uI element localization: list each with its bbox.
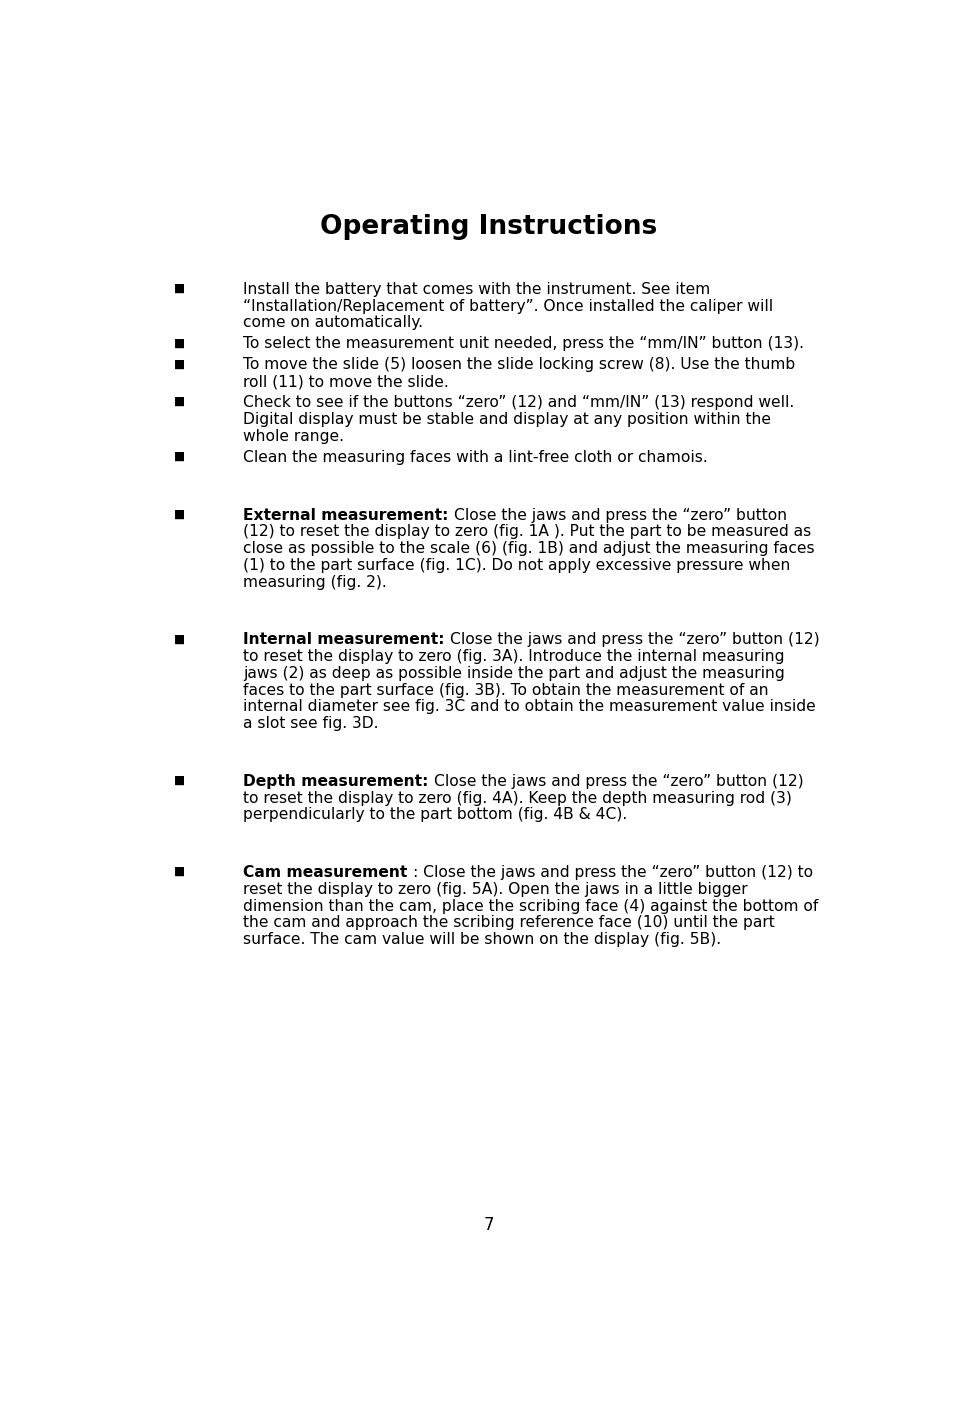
Text: Cam measurement: Cam measurement (243, 866, 408, 880)
Text: internal diameter see fig. 3C and to obtain the measurement value inside: internal diameter see fig. 3C and to obt… (243, 699, 816, 714)
Text: Close the jaws and press the “zero” button (12): Close the jaws and press the “zero” butt… (450, 633, 819, 647)
Text: ■: ■ (174, 396, 185, 408)
Text: come on automatically.: come on automatically. (243, 316, 423, 330)
Text: To move the slide (5) loosen the slide locking screw (8). Use the thumb: To move the slide (5) loosen the slide l… (243, 358, 795, 372)
Text: To select the measurement unit needed, press the “mm/IN” button (13).: To select the measurement unit needed, p… (243, 337, 803, 351)
Text: Operating Instructions: Operating Instructions (320, 213, 657, 240)
Text: perpendicularly to the part bottom (fig. 4B & 4C).: perpendicularly to the part bottom (fig.… (243, 807, 627, 822)
Text: roll (11) to move the slide.: roll (11) to move the slide. (243, 375, 449, 389)
Text: ■: ■ (174, 866, 185, 878)
Text: to reset the display to zero (fig. 4A). Keep the depth measuring rod (3): to reset the display to zero (fig. 4A). … (243, 791, 792, 805)
Text: ■: ■ (174, 337, 185, 349)
Text: Digital display must be stable and display at any position within the: Digital display must be stable and displ… (243, 412, 771, 427)
Text: ■: ■ (174, 633, 185, 645)
Text: measuring (fig. 2).: measuring (fig. 2). (243, 575, 387, 589)
Text: to reset the display to zero (fig. 3A). Introduce the internal measuring: to reset the display to zero (fig. 3A). … (243, 650, 784, 664)
Text: 7: 7 (483, 1216, 494, 1233)
Text: reset the display to zero (fig. 5A). Open the jaws in a little bigger: reset the display to zero (fig. 5A). Ope… (243, 882, 747, 897)
Text: ■: ■ (174, 508, 185, 521)
Text: faces to the part surface (fig. 3B). To obtain the measurement of an: faces to the part surface (fig. 3B). To … (243, 683, 768, 697)
Text: jaws (2) as deep as possible inside the part and adjust the measuring: jaws (2) as deep as possible inside the … (243, 666, 784, 680)
Text: : Close the jaws and press the “zero” button (12) to: : Close the jaws and press the “zero” bu… (413, 866, 812, 880)
Text: Depth measurement:: Depth measurement: (243, 774, 429, 788)
Text: (12) to reset the display to zero (fig. 1A ). Put the part to be measured as: (12) to reset the display to zero (fig. … (243, 525, 811, 539)
Text: the cam and approach the scribing reference face (10) until the part: the cam and approach the scribing refere… (243, 915, 775, 930)
Text: dimension than the cam, place the scribing face (4) against the bottom of: dimension than the cam, place the scribi… (243, 899, 818, 913)
Text: “Installation/Replacement of battery”. Once installed the caliper will: “Installation/Replacement of battery”. O… (243, 299, 773, 313)
Text: ■: ■ (174, 450, 185, 463)
Text: close as possible to the scale (6) (fig. 1B) and adjust the measuring faces: close as possible to the scale (6) (fig.… (243, 542, 814, 556)
Text: surface. The cam value will be shown on the display (fig. 5B).: surface. The cam value will be shown on … (243, 932, 720, 947)
Text: ■: ■ (174, 282, 185, 295)
Text: ■: ■ (174, 774, 185, 787)
Text: Install the battery that comes with the instrument. See item: Install the battery that comes with the … (243, 282, 710, 297)
Text: whole range.: whole range. (243, 429, 344, 443)
Text: ■: ■ (174, 358, 185, 370)
Text: Clean the measuring faces with a lint-free cloth or chamois.: Clean the measuring faces with a lint-fr… (243, 450, 707, 464)
Text: External measurement:: External measurement: (243, 508, 448, 522)
Text: Close the jaws and press the “zero” button (12): Close the jaws and press the “zero” butt… (434, 774, 802, 788)
Text: Internal measurement:: Internal measurement: (243, 633, 444, 647)
Text: Close the jaws and press the “zero” button: Close the jaws and press the “zero” butt… (454, 508, 786, 522)
Text: (1) to the part surface (fig. 1C). Do not apply excessive pressure when: (1) to the part surface (fig. 1C). Do no… (243, 558, 790, 572)
Text: Check to see if the buttons “zero” (12) and “mm/IN” (13) respond well.: Check to see if the buttons “zero” (12) … (243, 396, 794, 410)
Text: a slot see fig. 3D.: a slot see fig. 3D. (243, 716, 378, 731)
